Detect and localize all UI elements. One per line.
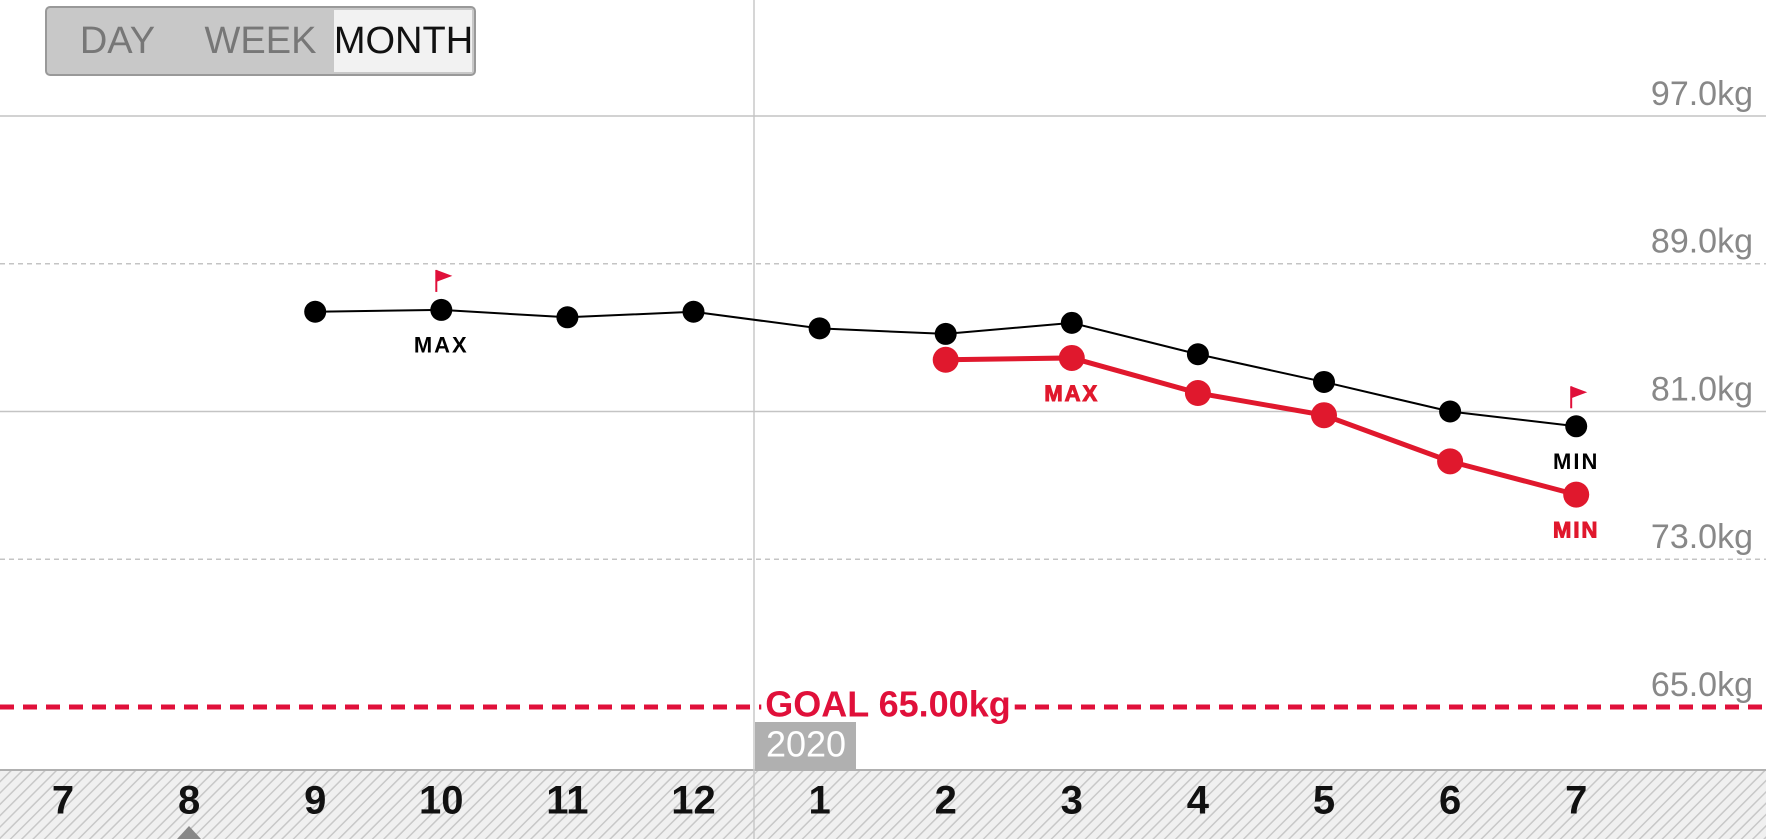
data-point: [1311, 402, 1337, 429]
year-badge: [755, 722, 856, 770]
y-tick-label: 97.0kg: [1651, 75, 1753, 113]
x-tick-label: 6: [1439, 779, 1461, 823]
data-point: [1058, 344, 1085, 371]
y-tick-label: 73.0kg: [1651, 518, 1753, 556]
flag: [1571, 386, 1588, 399]
x-tick-label: 11: [546, 779, 588, 823]
data-point: [1313, 370, 1335, 393]
data-point: [1439, 400, 1462, 423]
extreme-label: MAX: [1044, 381, 1099, 406]
axis-band: [0, 770, 1766, 839]
x-tick-label: 7: [52, 779, 74, 823]
range-tabs: DAY WEEK MONTH: [45, 6, 476, 76]
data-point: [304, 300, 327, 323]
data-point: [1437, 448, 1464, 475]
x-tick-label: 3: [1061, 779, 1083, 823]
data-point: [1184, 380, 1211, 407]
x-tick-label: 1: [808, 779, 830, 823]
data-point: [430, 298, 453, 321]
data-point: [556, 306, 579, 329]
data-point: [934, 322, 957, 345]
x-tick-label: 4: [1187, 779, 1210, 823]
x-tick-label: 5: [1313, 779, 1335, 823]
y-tick-label: 81.0kg: [1651, 370, 1753, 408]
series-line: [945, 355, 1577, 498]
year-label: 2020: [766, 724, 846, 765]
tab[interactable]: MONTH: [334, 20, 473, 62]
goal-label: GOAL 65.00kg: [765, 684, 1010, 725]
tab[interactable]: DAY: [80, 20, 155, 62]
y-tick-label: 65.0kg: [1651, 666, 1753, 704]
x-tick-label: 12: [671, 779, 716, 823]
extreme-label: MIN: [1553, 449, 1599, 474]
extreme-label: MAX: [414, 333, 469, 358]
goal-label-bg: [761, 683, 1015, 725]
x-tick-label: 10: [419, 779, 464, 823]
data-point: [682, 300, 705, 323]
data-point: [1565, 415, 1588, 438]
data-point: [808, 317, 831, 340]
tab[interactable]: WEEK: [205, 20, 317, 62]
x-tick-label: 8: [178, 779, 200, 823]
data-point: [1186, 343, 1209, 366]
selected-indicator: [177, 826, 201, 839]
flag: [436, 269, 453, 282]
tab-selected-bg: [334, 10, 472, 72]
x-tick-label: 9: [304, 779, 326, 823]
data-point: [1060, 311, 1083, 334]
data-point: [1563, 481, 1590, 508]
x-tick-label: 2: [935, 779, 957, 823]
y-tick-label: 89.0kg: [1651, 223, 1753, 261]
data-point: [932, 346, 959, 373]
x-tick-label: 7: [1565, 779, 1587, 823]
extreme-label: MIN: [1553, 517, 1599, 542]
